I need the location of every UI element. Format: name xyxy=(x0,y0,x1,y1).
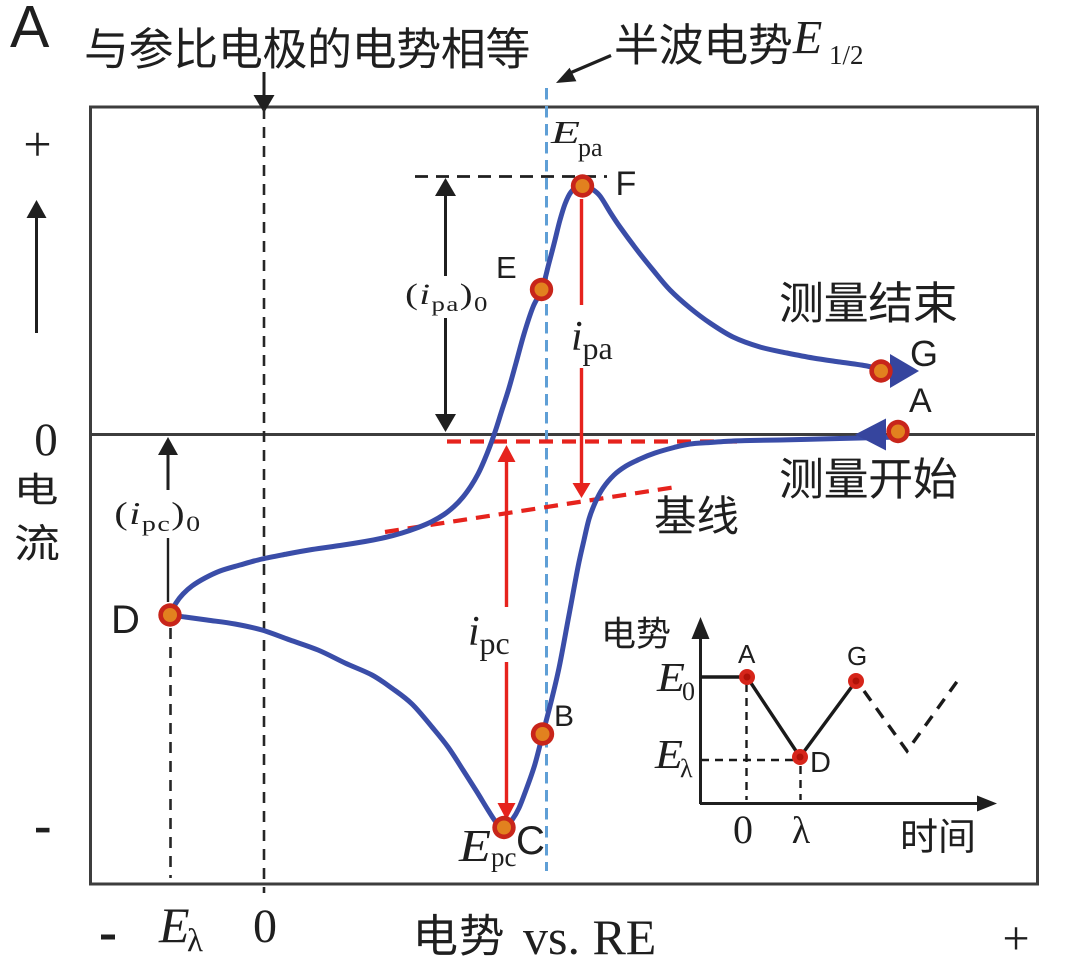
svg-text:λ: λ xyxy=(187,923,203,959)
svg-text:A: A xyxy=(909,382,932,420)
svg-text:+: + xyxy=(1002,912,1029,965)
svg-text:pc: pc xyxy=(480,625,510,661)
svg-text:0: 0 xyxy=(34,414,58,466)
svg-text:0: 0 xyxy=(733,807,753,852)
svg-text:+: + xyxy=(23,116,51,172)
svg-text:0: 0 xyxy=(253,900,277,953)
svg-text:0: 0 xyxy=(682,677,695,706)
svg-text:G: G xyxy=(910,333,938,374)
svg-text:pa: pa xyxy=(583,330,613,366)
svg-text:E: E xyxy=(792,12,822,65)
svg-text:G: G xyxy=(847,641,867,671)
svg-text:pa: pa xyxy=(578,133,603,162)
svg-text:B: B xyxy=(554,700,574,733)
svg-text:(ipa)0: (ipa)0 xyxy=(405,278,489,316)
svg-text:D: D xyxy=(810,747,831,779)
svg-text:A: A xyxy=(10,0,50,60)
svg-text:λ: λ xyxy=(680,754,693,783)
svg-text:C: C xyxy=(516,819,545,863)
svg-text:i: i xyxy=(468,609,480,655)
svg-text:E: E xyxy=(654,731,683,777)
svg-text:E: E xyxy=(550,114,581,150)
svg-text:F: F xyxy=(616,165,637,203)
svg-text:D: D xyxy=(111,598,140,642)
svg-text:E: E xyxy=(656,654,685,700)
svg-text:E: E xyxy=(496,250,517,285)
svg-text:vs. RE: vs. RE xyxy=(523,909,656,965)
svg-text:A: A xyxy=(738,639,756,669)
svg-text:i: i xyxy=(571,314,583,360)
svg-text:E: E xyxy=(458,821,491,871)
svg-text:1/2: 1/2 xyxy=(829,40,864,70)
svg-text:pc: pc xyxy=(491,842,517,872)
svg-text:E: E xyxy=(158,897,190,953)
svg-text:λ: λ xyxy=(792,810,811,852)
